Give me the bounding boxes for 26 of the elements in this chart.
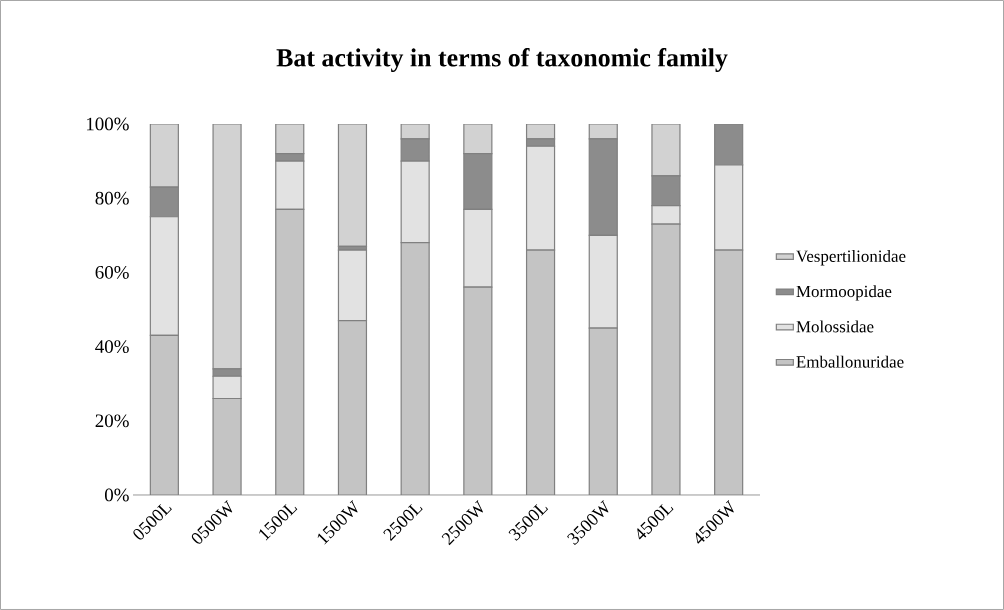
bar (275, 123, 305, 155)
chart-title: Bat activity in terms of taxonomic family (276, 48, 728, 72)
legend-label: Molossidae (796, 320, 874, 333)
bar (400, 242, 430, 495)
y-tick-label: 0% (104, 488, 129, 502)
bar (275, 208, 305, 495)
bar (525, 249, 556, 495)
y-tick-label: 20% (95, 414, 129, 428)
bar (337, 320, 368, 495)
bar (212, 397, 242, 495)
bar (337, 123, 368, 248)
y-tick-label: 80% (95, 191, 129, 205)
bar (212, 123, 242, 370)
legend-label: Vespertilionidae (796, 250, 906, 266)
y-tick-label: 40% (95, 340, 129, 353)
legend-label: Mormoopidae (796, 285, 892, 301)
bar (588, 327, 618, 495)
bar (337, 249, 368, 322)
bar (149, 334, 179, 495)
bar (714, 249, 744, 495)
bar (651, 223, 681, 495)
bar (149, 123, 179, 188)
y-tick-label: 60% (95, 265, 129, 279)
legend-label: Emballonuridae (796, 355, 904, 368)
bar (463, 286, 493, 495)
y-tick-label: 100% (86, 117, 129, 131)
